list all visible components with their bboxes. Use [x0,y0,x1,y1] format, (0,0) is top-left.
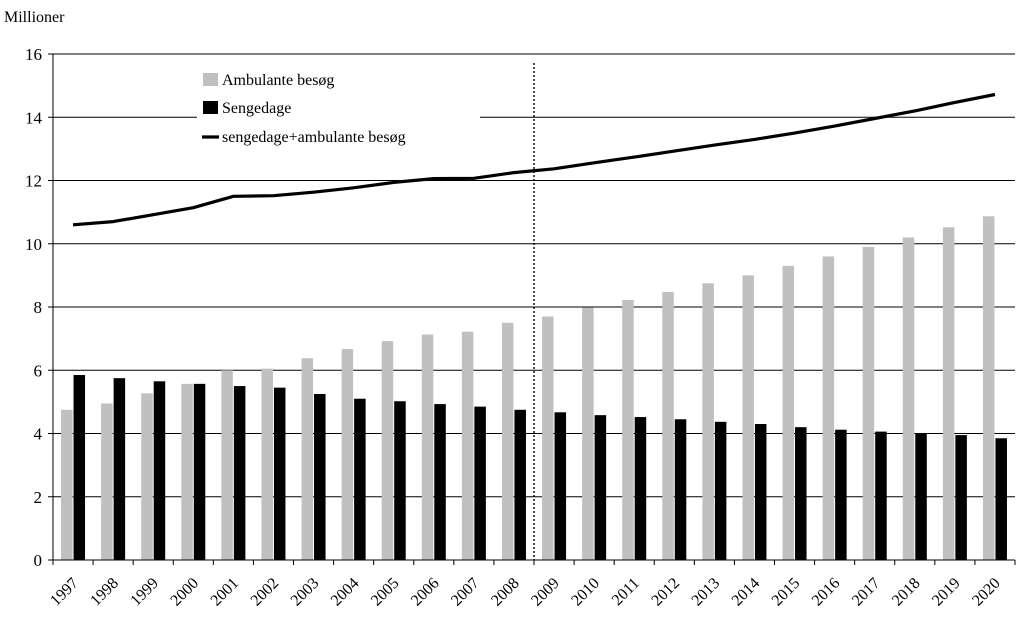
legend-background [197,65,480,161]
x-tick-label: 2009 [528,575,563,610]
bar-ambulante [742,275,754,560]
bar-ambulante [822,256,835,560]
bar-sengedage [354,398,366,560]
x-tick-label: 2007 [448,575,483,610]
bar-sengedage [314,393,326,560]
x-tick-label: 2013 [689,575,724,610]
x-tick-label: 2001 [208,575,243,610]
bar-ambulante [461,331,474,560]
bar-ambulante [902,237,915,561]
bar-ambulante [301,358,314,560]
bar-ambulante [702,283,714,560]
bar-sengedage [394,401,406,560]
bar-ambulante [622,300,634,560]
legend: Ambulante besøg Sengedage sengedage+ambula… [197,65,480,161]
bar-sengedage [714,421,727,560]
bar-sengedage [153,381,166,560]
bar-ambulante [101,403,113,560]
bar-ambulante [341,349,354,560]
y-tick-label: 0 [34,551,43,570]
bar-ambulante [662,291,674,560]
x-tick-label: 2017 [849,575,884,610]
bar-ambulante [862,246,875,560]
y-tick-labels: 0 2 4 6 8 10 12 14 16 [25,45,43,570]
bar-sengedage [835,429,847,560]
legend-label: Ambulante besøg [222,72,334,89]
y-tick-label: 12 [25,172,42,191]
bar-ambulante [582,307,594,560]
bar-sengedage [995,438,1007,560]
bar-sengedage [73,374,86,560]
x-tick-label: 2000 [167,575,202,610]
bar-sengedage [875,431,887,560]
bar-ambulante [982,216,995,560]
total-line [72,92,996,227]
bar-ambulante [181,383,193,560]
bar-ambulante [542,316,554,560]
x-tick-label: 2002 [248,575,283,610]
bar-ambulante [141,393,153,560]
x-tick-label: 2019 [929,575,964,610]
bar-sengedage [193,383,206,560]
legend-label: Sengedage [222,100,291,117]
bar-sengedage [474,406,486,560]
bar-sengedage [634,417,647,560]
bar-ambulante [221,370,233,560]
bar-sengedage [955,435,967,560]
bar-sengedage [554,412,567,560]
legend-swatch [203,101,218,114]
y-axis-label: Millioner [4,9,65,26]
x-tick-label: 2020 [969,575,1004,610]
bar-sengedage [233,386,246,560]
x-tick-label: 2016 [809,575,844,610]
bar-ambulante [261,368,273,560]
y-tick-label: 16 [25,45,42,64]
x-tick-label: 2014 [729,575,764,610]
y-tick-label: 14 [25,108,43,127]
y-tick-label: 6 [34,361,43,380]
bar-sengedage [795,427,807,560]
x-tick-label: 2015 [769,575,804,610]
bar-ambulante [782,265,795,560]
bar-ambulante [501,322,514,560]
x-tick-label: 1999 [127,575,162,610]
x-tick-label: 2005 [368,575,403,610]
legend-swatch [203,73,218,86]
bar-sengedage [273,387,286,560]
bar-ambulante [61,409,73,560]
x-tick-label: 2012 [648,575,683,610]
line-sengedage-ambulante [72,92,996,227]
x-tick-label: 2011 [609,575,643,609]
axes [48,53,1016,565]
bar-ambulante [421,334,434,560]
x-tick-label: 2004 [328,575,363,610]
y-tick-label: 10 [25,235,42,254]
bar-sengedage [674,419,687,560]
bar-ambulante [381,341,394,560]
bar-ambulante [942,227,955,560]
y-tick-label: 4 [34,425,43,444]
x-tick-labels: 1997 1998 1999 2000 2001 2002 2003 2004 2005 2006… [47,575,1004,610]
x-tick-label: 2008 [488,575,523,610]
bar-sengedage [514,409,526,560]
bar-sengedage [915,433,927,560]
x-tick-label: 1998 [87,575,122,610]
bars [61,216,1007,561]
legend-label: sengedage+ambulante besøg [222,129,406,146]
bar-sengedage [754,424,767,560]
bar-sengedage [434,404,446,560]
x-tick-label: 2003 [288,575,323,610]
y-tick-label: 8 [34,298,43,317]
x-tick-label: 1997 [47,575,82,610]
x-tick-label: 2006 [408,575,443,610]
bar-sengedage [113,378,126,560]
bar-sengedage [594,415,607,560]
x-tick-label: 2018 [889,575,924,610]
y-tick-label: 2 [34,488,43,507]
x-tick-label: 2010 [568,575,603,610]
